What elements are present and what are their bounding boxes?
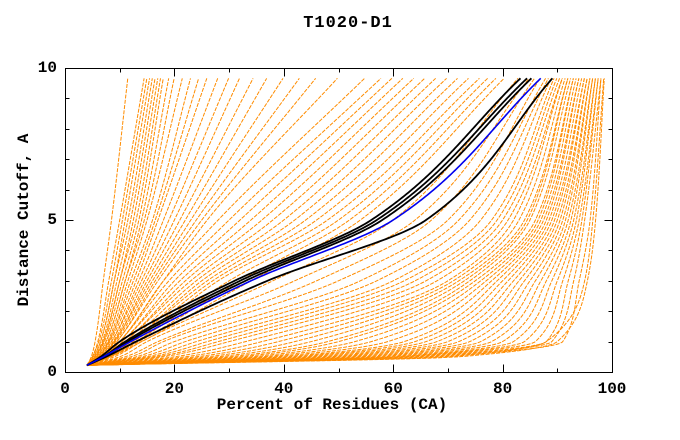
x-tick-label: 0 bbox=[60, 380, 70, 398]
y-tick-label: 10 bbox=[37, 59, 57, 77]
x-tick-label: 60 bbox=[383, 380, 403, 398]
x-tick-label: 20 bbox=[164, 380, 184, 398]
x-tick-label: 100 bbox=[597, 380, 627, 398]
y-tick-label: 5 bbox=[47, 211, 57, 229]
y-tick-label: 0 bbox=[47, 363, 57, 381]
x-tick-label: 40 bbox=[274, 380, 294, 398]
x-axis-label: Percent of Residues (CA) bbox=[216, 396, 448, 414]
plot-title: T1020-D1 bbox=[303, 14, 393, 33]
x-tick-label: 80 bbox=[492, 380, 513, 398]
